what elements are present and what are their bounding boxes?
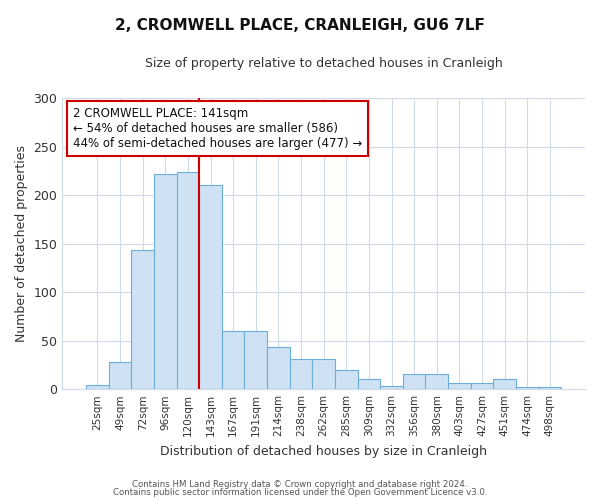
Title: Size of property relative to detached houses in Cranleigh: Size of property relative to detached ho… bbox=[145, 58, 503, 70]
Bar bbox=[244, 331, 267, 389]
Bar bbox=[448, 384, 471, 389]
Bar bbox=[380, 386, 403, 389]
Bar bbox=[358, 380, 380, 389]
Bar bbox=[176, 172, 199, 389]
Bar bbox=[267, 348, 290, 389]
Bar bbox=[471, 384, 493, 389]
X-axis label: Distribution of detached houses by size in Cranleigh: Distribution of detached houses by size … bbox=[160, 444, 487, 458]
Text: 2 CROMWELL PLACE: 141sqm
← 54% of detached houses are smaller (586)
44% of semi-: 2 CROMWELL PLACE: 141sqm ← 54% of detach… bbox=[73, 107, 362, 150]
Bar bbox=[199, 186, 222, 389]
Text: Contains public sector information licensed under the Open Government Licence v3: Contains public sector information licen… bbox=[113, 488, 487, 497]
Text: Contains HM Land Registry data © Crown copyright and database right 2024.: Contains HM Land Registry data © Crown c… bbox=[132, 480, 468, 489]
Y-axis label: Number of detached properties: Number of detached properties bbox=[15, 145, 28, 342]
Bar bbox=[403, 374, 425, 389]
Bar bbox=[516, 387, 539, 389]
Bar bbox=[222, 331, 244, 389]
Bar bbox=[131, 250, 154, 389]
Text: 2, CROMWELL PLACE, CRANLEIGH, GU6 7LF: 2, CROMWELL PLACE, CRANLEIGH, GU6 7LF bbox=[115, 18, 485, 32]
Bar bbox=[86, 386, 109, 389]
Bar bbox=[290, 359, 313, 389]
Bar bbox=[313, 359, 335, 389]
Bar bbox=[109, 362, 131, 389]
Bar bbox=[493, 380, 516, 389]
Bar bbox=[425, 374, 448, 389]
Bar bbox=[539, 387, 561, 389]
Bar bbox=[154, 174, 176, 389]
Bar bbox=[335, 370, 358, 389]
